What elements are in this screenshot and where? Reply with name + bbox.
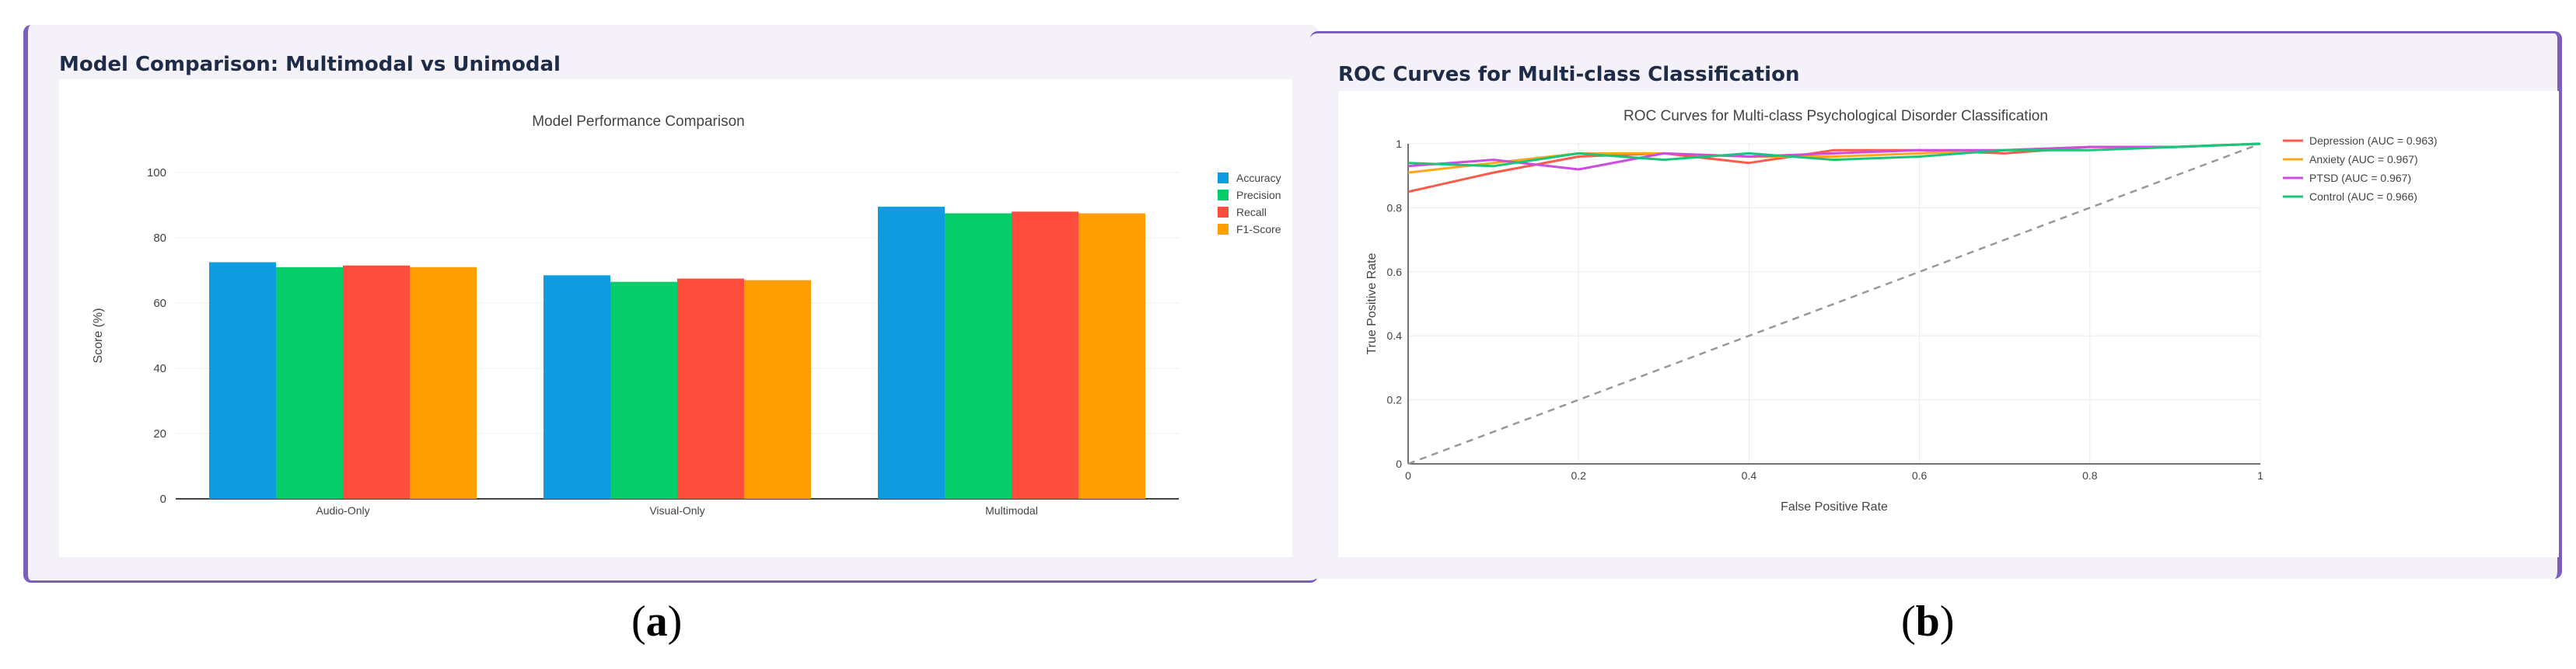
caption-b: (b) bbox=[1901, 597, 1954, 646]
legend-swatch-1 bbox=[1218, 190, 1229, 200]
bar-multimodal-precision bbox=[945, 213, 1012, 499]
roc-x-tick-label-0: 0 bbox=[1405, 469, 1411, 482]
roc-curve-ptsd bbox=[1407, 142, 2261, 171]
y-tick-label-0: 0 bbox=[160, 493, 166, 506]
y-tick-label-5: 100 bbox=[147, 166, 166, 179]
bar-chart-title: Model Performance Comparison bbox=[532, 113, 745, 130]
bar-audio-only-recall bbox=[343, 265, 410, 499]
x-tick-label-2: Multimodal bbox=[985, 504, 1038, 517]
legend-swatch-0 bbox=[1218, 172, 1229, 183]
y-tick-label-2: 40 bbox=[153, 362, 166, 375]
y-tick-label-1: 20 bbox=[153, 427, 166, 441]
roc-legend-label-2: PTSD (AUC = 0.967) bbox=[2309, 172, 2411, 184]
legend-swatch-2 bbox=[1218, 207, 1229, 218]
bar-chart-container: Model Performance Comparison 0 20 40 60 80 100… bbox=[59, 79, 1292, 557]
roc-y-tick-label-3: 0.6 bbox=[1387, 266, 1403, 278]
roc-x-tick-label-5: 1 bbox=[2257, 469, 2263, 482]
roc-curve-control bbox=[1407, 142, 2261, 168]
panel-a: Model Comparison: Multimodal vs Unimodal… bbox=[23, 25, 1318, 583]
bar-multimodal-accuracy bbox=[878, 207, 945, 499]
roc-y-tick-label-4: 0.8 bbox=[1387, 201, 1403, 214]
roc-x-tick-label-2: 0.4 bbox=[1742, 469, 1757, 482]
y-axis-label: Score (%) bbox=[92, 308, 105, 363]
bar-audio-only-precision bbox=[276, 267, 343, 499]
panel-a-header: Model Comparison: Multimodal vs Unimodal bbox=[59, 53, 561, 76]
x-tick-label-0: Audio-Only bbox=[316, 504, 369, 517]
roc-x-axis-label: False Positive Rate bbox=[1781, 500, 1888, 514]
caption-b-open: ( bbox=[1901, 598, 1916, 646]
legend-label-2: Recall bbox=[1236, 206, 1267, 218]
bar-visual-only-precision bbox=[610, 281, 677, 499]
legend-swatch-3 bbox=[1218, 224, 1229, 235]
bar-multimodal-recall bbox=[1012, 211, 1078, 499]
panel-b-header: ROC Curves for Multi-class Classificatio… bbox=[1338, 63, 1800, 86]
panel-b: ROC Curves for Multi-class Classificatio… bbox=[1310, 31, 2562, 579]
caption-a-close: ) bbox=[667, 598, 683, 646]
caption-b-letter: b bbox=[1915, 598, 1940, 646]
y-tick-label-3: 60 bbox=[153, 297, 166, 310]
roc-x-tick-label-1: 0.2 bbox=[1571, 469, 1586, 482]
bar-audio-only-f-score bbox=[410, 267, 477, 499]
legend-label-0: Accuracy bbox=[1236, 172, 1281, 184]
roc-random-reference-line bbox=[1407, 142, 2261, 465]
caption-a-letter: a bbox=[645, 598, 668, 646]
y-tick-label-4: 80 bbox=[153, 232, 166, 245]
bar-audio-only-accuracy bbox=[209, 262, 276, 499]
legend-label-1: Precision bbox=[1236, 189, 1281, 201]
bar-multimodal-f-score bbox=[1078, 213, 1145, 499]
bar-visual-only-f-score bbox=[744, 280, 811, 499]
roc-x-tick-label-4: 0.8 bbox=[2082, 469, 2098, 482]
roc-y-tick-label-5: 1 bbox=[1396, 138, 1402, 150]
roc-y-tick-label-1: 0.2 bbox=[1387, 394, 1403, 406]
roc-legend-label-1: Anxiety (AUC = 0.967) bbox=[2309, 153, 2418, 166]
caption-a: (a) bbox=[631, 597, 682, 646]
roc-chart: ROC Curves for Multi-class Psychological… bbox=[1365, 108, 2438, 514]
bar-visual-only-accuracy bbox=[544, 275, 610, 499]
roc-chart-container: ROC Curves for Multi-class Psychological… bbox=[1338, 91, 2559, 557]
legend-label-3: F1-Score bbox=[1236, 223, 1281, 235]
caption-a-open: ( bbox=[631, 598, 646, 646]
bar-visual-only-recall bbox=[677, 278, 744, 499]
x-tick-label-1: Visual-Only bbox=[649, 504, 704, 517]
roc-curve-depression bbox=[1407, 142, 2261, 193]
roc-y-tick-label-2: 0.4 bbox=[1387, 329, 1403, 342]
roc-y-axis-label: True Positive Rate bbox=[1365, 253, 1379, 354]
caption-b-close: ) bbox=[1939, 598, 1955, 646]
roc-x-tick-label-3: 0.6 bbox=[1912, 469, 1928, 482]
roc-legend-label-3: Control (AUC = 0.966) bbox=[2309, 190, 2417, 203]
bar-chart: Model Performance Comparison 0 20 40 60 80 100… bbox=[92, 113, 1281, 517]
roc-y-tick-label-0: 0 bbox=[1396, 458, 1402, 470]
roc-chart-title: ROC Curves for Multi-class Psychological… bbox=[1624, 108, 2048, 124]
roc-legend-label-0: Depression (AUC = 0.963) bbox=[2309, 134, 2438, 147]
